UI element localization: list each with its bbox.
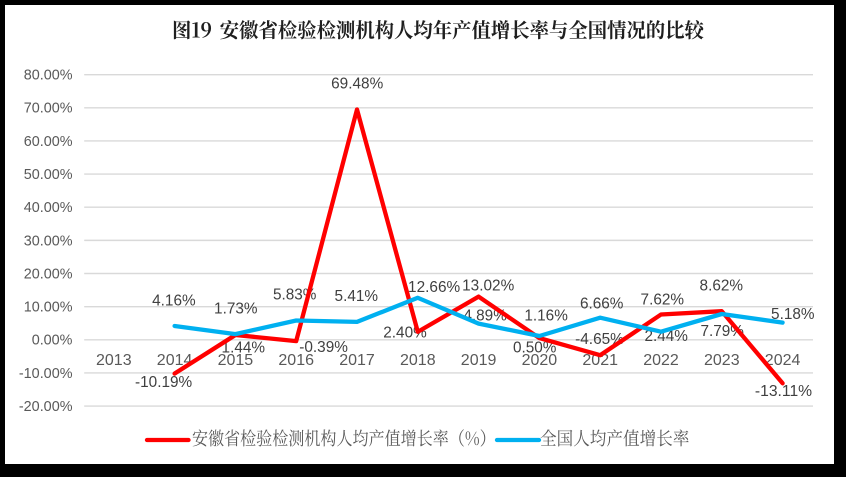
svg-text:2018: 2018 xyxy=(400,352,436,369)
svg-text:12.66%: 12.66% xyxy=(408,279,460,296)
svg-text:2014: 2014 xyxy=(157,352,193,369)
svg-text:6.66%: 6.66% xyxy=(580,296,624,313)
svg-text:2015: 2015 xyxy=(218,352,254,369)
svg-text:2013: 2013 xyxy=(96,352,132,369)
svg-text:5.41%: 5.41% xyxy=(335,288,379,305)
svg-text:30.00%: 30.00% xyxy=(24,232,73,249)
svg-text:-10.00%: -10.00% xyxy=(19,365,73,382)
svg-text:70.00%: 70.00% xyxy=(24,100,73,117)
svg-text:40.00%: 40.00% xyxy=(24,199,73,216)
svg-text:-10.19%: -10.19% xyxy=(135,374,192,391)
svg-text:5.18%: 5.18% xyxy=(771,306,815,323)
svg-text:2020: 2020 xyxy=(522,352,558,369)
svg-text:50.00%: 50.00% xyxy=(24,166,73,183)
svg-text:13.02%: 13.02% xyxy=(462,278,514,295)
svg-text:-4.65%: -4.65% xyxy=(575,331,624,348)
svg-text:-13.11%: -13.11% xyxy=(755,383,812,400)
svg-text:-20.00%: -20.00% xyxy=(19,398,73,415)
svg-text:2016: 2016 xyxy=(278,352,314,369)
svg-text:2024: 2024 xyxy=(765,352,801,369)
svg-text:-0.39%: -0.39% xyxy=(299,339,348,356)
svg-text:2023: 2023 xyxy=(704,352,740,369)
svg-text:1.73%: 1.73% xyxy=(214,301,258,318)
svg-text:2022: 2022 xyxy=(643,352,679,369)
svg-text:1.44%: 1.44% xyxy=(222,340,266,357)
svg-text:2017: 2017 xyxy=(339,352,375,369)
svg-text:4.16%: 4.16% xyxy=(152,292,196,309)
svg-text:10.00%: 10.00% xyxy=(24,299,73,316)
svg-text:2019: 2019 xyxy=(461,352,497,369)
svg-text:69.48%: 69.48% xyxy=(331,76,383,93)
svg-text:2021: 2021 xyxy=(582,352,618,369)
svg-text:7.62%: 7.62% xyxy=(641,291,685,308)
svg-text:0.50%: 0.50% xyxy=(513,339,557,356)
svg-text:8.62%: 8.62% xyxy=(700,277,744,294)
svg-text:1.16%: 1.16% xyxy=(524,308,568,325)
svg-text:0.00%: 0.00% xyxy=(32,332,73,349)
svg-text:20.00%: 20.00% xyxy=(24,265,73,282)
svg-text:80.00%: 80.00% xyxy=(24,67,73,84)
svg-text:60.00%: 60.00% xyxy=(24,133,73,150)
